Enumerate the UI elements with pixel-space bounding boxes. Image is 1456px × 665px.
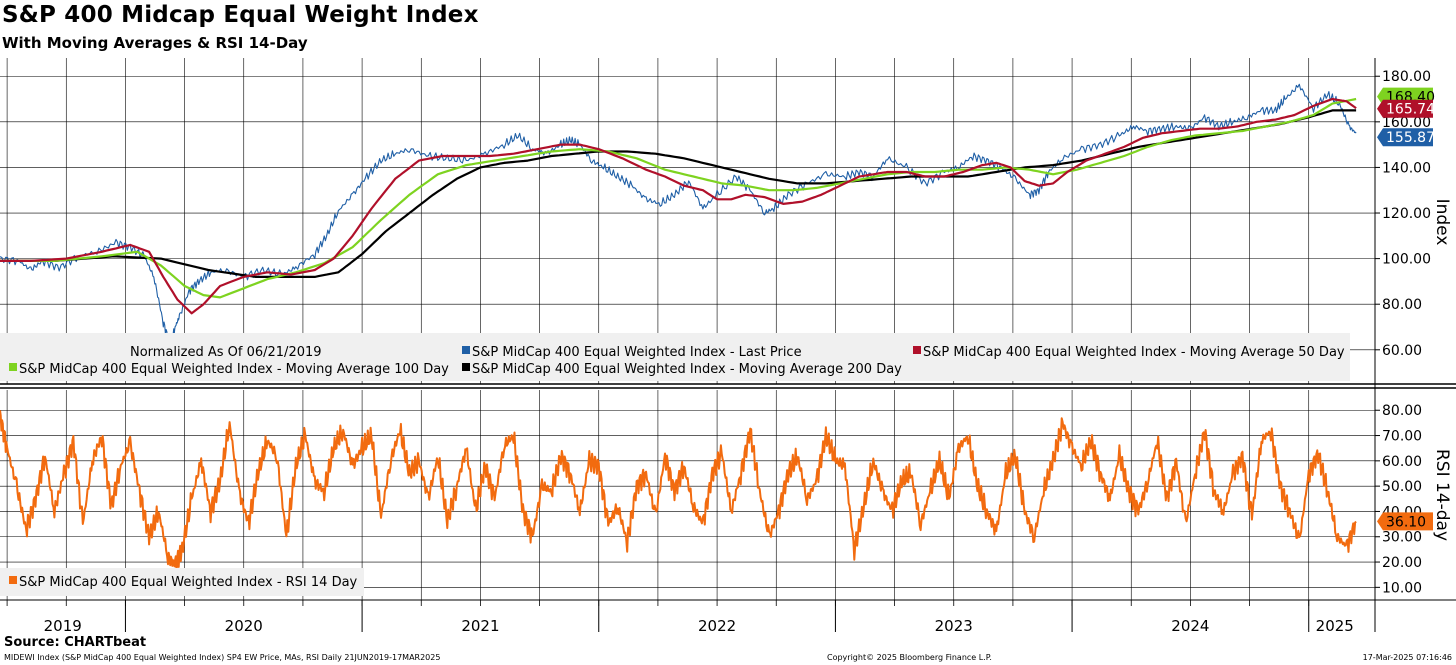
legend-swatch-ma200	[462, 363, 470, 371]
end-label-text-price: 155.87	[1386, 130, 1435, 146]
end-label-text-rsi: 36.10	[1386, 514, 1426, 530]
legend-label-price: S&P MidCap 400 Equal Weighted Index - La…	[472, 345, 802, 360]
upper-y-tick-label: 160.00	[1382, 115, 1431, 131]
upper-series-group	[0, 83, 1357, 348]
lower-panel-grid	[0, 390, 1375, 600]
upper-y-tick-label: 60.00	[1382, 343, 1422, 359]
source-note: Source: CHARTbeat	[4, 635, 147, 650]
legend-label-ma200: S&P MidCap 400 Equal Weighted Index - Mo…	[472, 362, 902, 377]
x-tick-label-2021: 2021	[461, 617, 499, 635]
legend-swatch-ma100	[9, 363, 17, 371]
series-line-rsi	[0, 410, 1357, 574]
upper-y-axis-title: Index	[1432, 199, 1452, 246]
legend-label-ma100: S&P MidCap 400 Equal Weighted Index - Mo…	[19, 362, 449, 377]
x-tick-label-2023: 2023	[935, 617, 973, 635]
series-line-ma200	[0, 109, 1357, 278]
legend-note: Normalized As Of 06/21/2019	[130, 345, 322, 360]
x-tick-label-2022: 2022	[698, 617, 736, 635]
legend-swatch-ma50	[913, 346, 921, 354]
series-line-price	[0, 83, 1357, 348]
lower-series-group	[0, 410, 1357, 574]
lower-y-tick-label: 20.00	[1382, 555, 1422, 571]
footer-copyright: Copyright© 2025 Bloomberg Finance L.P.	[827, 653, 992, 662]
series-line-ma100	[0, 97, 1357, 299]
end-label-badge-ma50	[1377, 99, 1433, 118]
x-axis-labels: 2019 2020 2021 2022 2023 2024 2025	[6, 600, 1354, 635]
legend-swatch-rsi	[9, 576, 17, 584]
footer-timestamp: 17-Mar-2025 07:16:46	[1362, 653, 1452, 662]
end-label-text-ma50: 165.74	[1386, 102, 1435, 118]
chart-title: S&P 400 Midcap Equal Weight Index	[2, 2, 479, 28]
x-tick-label-2024: 2024	[1171, 617, 1209, 635]
x-tick-label-2020: 2020	[225, 617, 263, 635]
end-label-badge-price	[1377, 128, 1433, 147]
lower-y-tick-label: 50.00	[1382, 479, 1422, 495]
upper-y-tick-label: 80.00	[1382, 297, 1422, 313]
upper-y-tick-label: 180.00	[1382, 69, 1431, 85]
lower-y-tick-label: 60.00	[1382, 454, 1422, 470]
lower-y-tick-label: 70.00	[1382, 429, 1422, 445]
x-tick-label-2019: 2019	[44, 617, 82, 635]
footer-description: MIDEWI Index (S&P MidCap 400 Equal Weigh…	[4, 653, 441, 662]
lower-y-tick-label: 10.00	[1382, 580, 1422, 596]
chart-subtitle: With Moving Averages & RSI 14-Day	[2, 34, 308, 52]
x-tick-label-2025: 2025	[1316, 617, 1354, 635]
end-label-badge-rsi	[1377, 512, 1433, 531]
upper-legend-box	[0, 333, 1350, 381]
lower-y-axis-title: RSI 14-day	[1432, 449, 1452, 541]
legend-swatch-price	[462, 346, 470, 354]
lower-y-tick-label: 30.00	[1382, 530, 1422, 546]
lower-y-tick-label: 80.00	[1382, 403, 1422, 419]
series-line-ma50	[0, 97, 1357, 315]
upper-y-tick-label: 120.00	[1382, 206, 1431, 222]
lower-legend-box	[0, 568, 364, 596]
upper-y-axis-ticks: 60.00 80.00 100.00 120.00 140.00 160.00 180.00	[1375, 69, 1431, 359]
upper-y-tick-label: 100.00	[1382, 252, 1431, 268]
legend-label-rsi: S&P MidCap 400 Equal Weighted Index - RS…	[19, 575, 358, 590]
upper-y-tick-label: 140.00	[1382, 160, 1431, 176]
legend-label-ma50: S&P MidCap 400 Equal Weighted Index - Mo…	[923, 345, 1345, 360]
